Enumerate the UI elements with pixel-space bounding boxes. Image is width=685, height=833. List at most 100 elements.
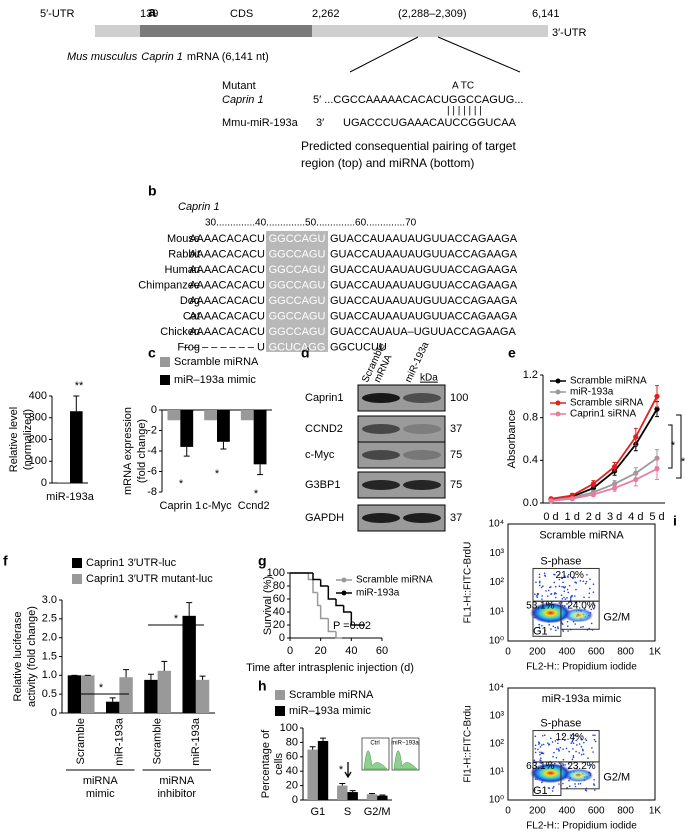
series-line: [550, 457, 658, 501]
bar: [182, 615, 196, 713]
flow-dot: [575, 750, 577, 753]
sequence-seed: GGCCAGU: [269, 264, 326, 276]
flow-dot: [541, 598, 543, 600]
legend-swatch: [275, 690, 285, 700]
series-line: [550, 468, 658, 502]
flow-dot: [566, 588, 569, 591]
point: [612, 485, 618, 491]
point: [654, 466, 660, 472]
x-tick-label: 3 d: [607, 511, 622, 523]
flow-dot: [550, 592, 553, 595]
x-tick-label: 60: [376, 645, 388, 657]
y-axis-label: Absorbance: [506, 410, 518, 469]
legend-label: Scramble miRNA: [356, 575, 433, 586]
flow-dot: [558, 749, 560, 752]
bar: [366, 794, 378, 800]
gate-label: G2/M: [603, 772, 630, 784]
flow-dot: [557, 739, 559, 741]
inset-histogram: [363, 750, 388, 770]
blot-label: G3BP1: [305, 479, 340, 491]
y-axis-label: (normalized): [22, 409, 34, 470]
y-tick-label: 0: [41, 477, 47, 489]
flow-frame: [507, 687, 656, 801]
species: Mus musculus: [67, 51, 138, 63]
error-bar: [123, 669, 130, 678]
x-tick-label: 5 d: [649, 511, 664, 523]
y-tick-label: 3.0: [42, 594, 57, 606]
y-tick-label: 10³: [490, 711, 505, 722]
x-tick-label: Scramble: [152, 718, 164, 764]
legend-label: Caprin1 3′UTR mutant-luc: [86, 573, 213, 585]
flow-dot: [564, 764, 566, 766]
x-tick-label: 600: [588, 647, 605, 658]
flow-dot: [555, 629, 557, 632]
sequence-seed: GGCCAGU: [269, 310, 326, 322]
series-line: [550, 408, 658, 501]
flow-dot: [582, 753, 585, 755]
y-axis-label: FI1-H::FITC-Brdu: [463, 705, 474, 782]
flow-dot: [562, 748, 564, 750]
flow-dot: [588, 596, 590, 599]
mirna-end: 3′: [316, 117, 324, 129]
flow-dot: [564, 598, 567, 600]
y-axis-label: cells: [273, 753, 285, 776]
survival-step: [312, 573, 321, 581]
legend-marker: [555, 411, 561, 417]
flow-dot: [543, 734, 546, 737]
flow-dot: [575, 588, 577, 591]
group-label: miRNA: [159, 775, 194, 787]
x-tick-label: 2 d: [586, 511, 601, 523]
error-bar: [339, 782, 346, 786]
flow-dot: [592, 602, 595, 605]
error-bar: [320, 737, 327, 741]
gate-pct: 12.4%: [556, 732, 584, 743]
y-tick-label: -4: [147, 445, 157, 457]
point: [590, 481, 597, 487]
legend-label: Scramble miRNA: [289, 689, 374, 701]
sequence: GUACCAUAAUAUGUUACCAGAAGA: [330, 264, 518, 276]
target: 5′ ...CGCCAAAAACACACUGGCCAGUG...: [313, 94, 524, 106]
flow-dot: [547, 589, 550, 592]
band: [362, 450, 400, 460]
annotation: *: [179, 478, 184, 490]
blot-label: c-Myc: [305, 449, 335, 461]
group-label: inhibitor: [157, 788, 196, 800]
y-axis-label: (fold change): [136, 419, 148, 483]
y-tick-label: 10¹: [490, 606, 505, 617]
legend-label: miR–193a mimic: [289, 705, 371, 717]
flow-dot: [580, 753, 583, 756]
flow-dot: [552, 755, 554, 758]
y-tick-label: 300: [29, 412, 47, 424]
flow-dot: [554, 573, 556, 576]
flow-dot: [566, 625, 569, 627]
flow-dot: [539, 751, 541, 753]
flow-dot: [558, 585, 561, 587]
flow-dot: [573, 595, 576, 597]
flow-dot: [571, 740, 573, 743]
flow-dot: [593, 607, 595, 610]
flow-dot: [541, 751, 543, 754]
legend-marker: [341, 577, 347, 583]
gate: [560, 600, 600, 630]
flow-dot: [593, 784, 596, 786]
flow-dot: [558, 783, 560, 785]
flow-title: miR-193a mimic: [542, 693, 622, 705]
flow-dot: [539, 580, 541, 583]
flow-dot: [539, 630, 541, 632]
survival-step: [319, 579, 329, 587]
flow-dot: [593, 604, 596, 607]
flow-dot: [593, 789, 596, 791]
point: [633, 476, 639, 483]
flow-dot: [563, 590, 566, 593]
band: [362, 424, 400, 434]
y-tick-label: 10⁴: [489, 683, 504, 694]
species-name: Chimpanzee: [138, 279, 200, 291]
x-tick-label: 4 d: [628, 511, 643, 523]
flow-dot: [542, 743, 545, 746]
sequence-seed: GGCCAGU: [269, 248, 326, 260]
flow-dot: [554, 585, 557, 588]
x-axis-label: Time after intrasplenic injection (d): [246, 662, 414, 674]
x-tick-label: 800: [617, 806, 634, 817]
legend-swatch: [275, 706, 285, 716]
y-tick-label: 1.0: [42, 669, 57, 681]
